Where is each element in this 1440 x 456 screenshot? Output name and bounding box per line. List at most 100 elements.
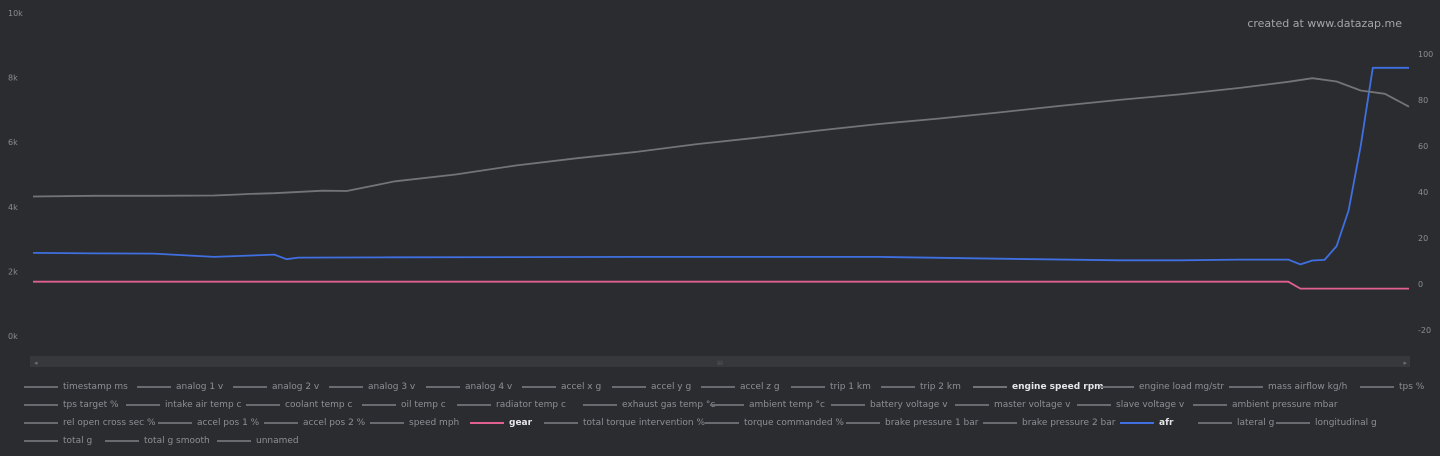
legend-swatch — [831, 404, 865, 406]
legend-item[interactable]: accel z g — [701, 378, 780, 396]
legend-item[interactable]: accel y g — [612, 378, 691, 396]
series-layer — [32, 66, 1410, 290]
legend-item[interactable]: tps target % — [24, 396, 119, 414]
legend-swatch — [246, 404, 280, 406]
legend-item[interactable]: brake pressure 1 bar — [846, 414, 978, 432]
legend-label: brake pressure 2 bar — [1022, 418, 1116, 428]
legend-item[interactable]: total g smooth — [105, 432, 210, 450]
legend-item[interactable]: analog 1 v — [137, 378, 223, 396]
legend-item[interactable]: gear — [470, 414, 532, 432]
legend-swatch — [426, 386, 460, 388]
legend-item[interactable]: master voltage v — [955, 396, 1070, 414]
legend-item[interactable]: analog 4 v — [426, 378, 512, 396]
legend-item[interactable]: tps % — [1360, 378, 1424, 396]
legend-swatch — [264, 422, 298, 424]
legend-item[interactable]: mass airflow kg/h — [1229, 378, 1347, 396]
left-tick-label: 2k — [8, 267, 18, 276]
scroll-left-arrow[interactable]: ◂ — [34, 359, 38, 367]
legend-label: trip 1 km — [830, 382, 871, 392]
legend-swatch — [1120, 422, 1154, 424]
right-tick-label: 20 — [1418, 234, 1428, 243]
right-y-axis: -20 0 20 40 60 80 100 — [1418, 50, 1433, 335]
legend-item[interactable]: engine speed rpm — [973, 378, 1104, 396]
legend-swatch — [137, 386, 171, 388]
legend-item[interactable]: total g — [24, 432, 92, 450]
series-legend: timestamp ms analog 1 v analog 2 v analog 3… — [0, 375, 1440, 453]
legend-item[interactable]: coolant temp c — [246, 396, 352, 414]
left-tick-label: 10k — [8, 9, 23, 18]
left-tick-label: 0k — [8, 332, 18, 341]
scrollbar-track[interactable] — [30, 356, 1410, 367]
legend-label: oil temp c — [401, 400, 446, 410]
legend-item[interactable]: battery voltage v — [831, 396, 948, 414]
legend-item[interactable]: afr — [1120, 414, 1173, 432]
legend-item[interactable]: rel open cross sec % — [24, 414, 156, 432]
legend-swatch — [846, 422, 880, 424]
legend-label: radiator temp c — [496, 400, 566, 410]
legend-item[interactable]: radiator temp c — [457, 396, 566, 414]
right-tick-label: 60 — [1418, 142, 1428, 151]
right-tick-label: -20 — [1418, 326, 1431, 335]
legend-item[interactable]: accel x g — [522, 378, 601, 396]
legend-item[interactable]: total torque intervention % — [544, 414, 705, 432]
legend-swatch — [1100, 386, 1134, 388]
legend-label: total g smooth — [144, 436, 210, 446]
legend-label: analog 3 v — [368, 382, 416, 392]
legend-swatch — [233, 386, 267, 388]
legend-label: speed mph — [409, 418, 460, 428]
legend-label: ambient temp °c — [749, 400, 825, 410]
legend-swatch — [583, 404, 617, 406]
legend-item[interactable]: accel pos 1 % — [158, 414, 259, 432]
legend-label: accel z g — [740, 382, 780, 392]
legend-item[interactable]: intake air temp c — [126, 396, 241, 414]
legend-item[interactable]: analog 3 v — [329, 378, 415, 396]
legend-label: total torque intervention % — [583, 418, 706, 428]
legend-item[interactable]: accel pos 2 % — [264, 414, 365, 432]
legend-label: trip 2 km — [920, 382, 961, 392]
legend-item[interactable]: lateral g — [1198, 414, 1274, 432]
legend-label: mass airflow kg/h — [1268, 382, 1348, 392]
series-line-gear — [33, 280, 1409, 290]
legend-swatch — [881, 386, 915, 388]
left-y-axis: 0k 2k 4k 6k 8k 10k — [8, 9, 23, 341]
legend-swatch — [973, 386, 1007, 388]
legend-item[interactable]: trip 1 km — [791, 378, 871, 396]
legend-swatch — [522, 386, 556, 388]
legend-item[interactable]: brake pressure 2 bar — [983, 414, 1115, 432]
legend-swatch — [362, 404, 396, 406]
legend-label: rel open cross sec % — [63, 418, 156, 428]
legend-label: accel pos 2 % — [303, 418, 366, 428]
legend-swatch — [1077, 404, 1111, 406]
legend-item[interactable]: oil temp c — [362, 396, 446, 414]
legend-item[interactable]: analog 2 v — [233, 378, 319, 396]
legend-label: engine load mg/str — [1139, 382, 1225, 392]
legend-item[interactable]: exhaust gas temp °c — [583, 396, 715, 414]
right-tick-label: 80 — [1418, 96, 1428, 105]
legend-item[interactable]: unnamed — [217, 432, 299, 450]
legend-item[interactable]: longitudinal g — [1276, 414, 1377, 432]
scroll-grip[interactable]: ⁞⁞⁞ — [717, 360, 723, 367]
legend-swatch — [24, 422, 58, 424]
scroll-right-arrow[interactable]: ▸ — [1403, 359, 1407, 367]
legend-label: master voltage v — [994, 400, 1071, 410]
legend-swatch — [24, 440, 58, 442]
legend-item[interactable]: slave voltage v — [1077, 396, 1184, 414]
line-chart: 0k 2k 4k 6k 8k 10k -20 0 20 40 60 80 100 created at… — [8, 9, 1433, 367]
left-tick-label: 8k — [8, 74, 18, 83]
legend-item[interactable]: ambient pressure mbar — [1193, 396, 1338, 414]
legend-item[interactable]: trip 2 km — [881, 378, 961, 396]
legend-label: torque commanded % — [744, 418, 844, 428]
series-line-afr — [32, 66, 1409, 266]
legend-item[interactable]: speed mph — [370, 414, 459, 432]
legend-item[interactable]: timestamp ms — [24, 378, 128, 396]
legend-item[interactable]: torque commanded % — [705, 414, 844, 432]
legend-swatch — [217, 440, 251, 442]
legend-label: analog 2 v — [272, 382, 320, 392]
legend-swatch — [612, 386, 646, 388]
legend-label: tps target % — [63, 400, 119, 410]
range-scrollbar[interactable]: ◂ ▸ ⁞⁞⁞ — [30, 356, 1410, 367]
legend-item[interactable]: ambient temp °c — [710, 396, 825, 414]
legend-item[interactable]: engine load mg/str — [1100, 378, 1224, 396]
legend-label: unnamed — [256, 436, 299, 446]
legend-swatch — [710, 404, 744, 406]
